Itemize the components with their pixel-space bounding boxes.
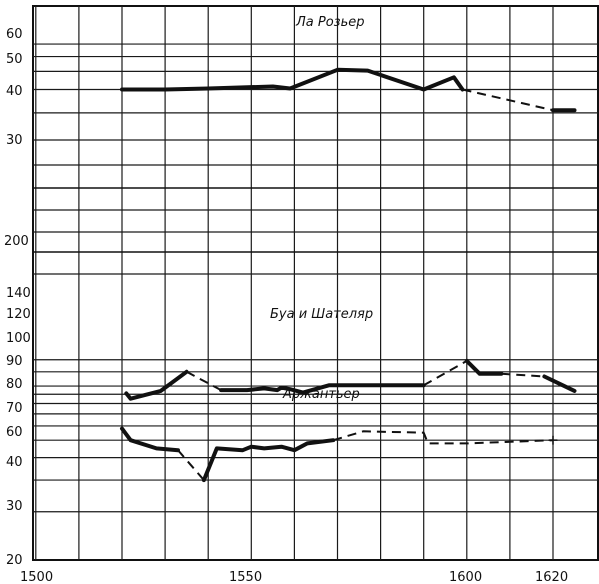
y-tick-label: 40: [6, 84, 23, 99]
x-tick-label: 1550: [229, 570, 262, 584]
x-tick-label: 1500: [20, 570, 53, 584]
y-axis-bottom: 200 140 120 100 90 80 70 60 40 30 20: [4, 234, 31, 568]
series-label: Ла Розьер: [295, 15, 365, 30]
y-axis-top: 60 50 40 30: [6, 27, 23, 148]
y-tick-label: 60: [6, 425, 23, 440]
y-tick-label: 70: [6, 401, 23, 416]
series-line-dashed: [177, 449, 205, 481]
series-line-solid: [542, 374, 577, 393]
y-tick-label: 40: [6, 455, 23, 470]
series-line-solid: [120, 67, 465, 92]
y-tick-label: 200: [4, 234, 29, 249]
series-label: Буа и Шателяр: [270, 307, 373, 322]
series-line-dashed: [186, 370, 222, 391]
grid: [32, 5, 599, 561]
series-line-solid: [124, 369, 189, 401]
series-line-dashed: [423, 360, 468, 387]
y-tick-label: 100: [6, 331, 31, 346]
y-tick-label: 90: [6, 354, 23, 369]
plot-frame: [32, 5, 599, 561]
x-tick-label: 1600: [449, 570, 482, 584]
series-line-solid: [219, 383, 426, 395]
series-labels: Ла Розьер Буа и Шателяр Аржантьер: [270, 15, 373, 402]
y-tick-label: 30: [6, 499, 23, 514]
series-line-solid: [201, 438, 336, 483]
y-tick-label: 50: [6, 52, 23, 67]
y-tick-label: 140: [6, 286, 31, 301]
y-tick-label: 120: [6, 307, 31, 322]
series-label: Аржантьер: [282, 387, 360, 402]
chart-marks: [120, 67, 577, 483]
series-line-dashed: [501, 372, 545, 378]
series-line-dashed: [462, 88, 554, 112]
y-tick-label: 80: [6, 377, 23, 392]
y-tick-label: 20: [6, 553, 23, 568]
x-axis: 1500 1550 1600 1620: [20, 570, 568, 584]
series-line-solid: [120, 426, 180, 453]
series-line-dashed: [332, 430, 554, 445]
y-tick-label: 30: [6, 133, 23, 148]
x-tick-label: 1620: [535, 570, 568, 584]
series-line-solid: [464, 358, 504, 376]
y-tick-label: 60: [6, 27, 23, 42]
